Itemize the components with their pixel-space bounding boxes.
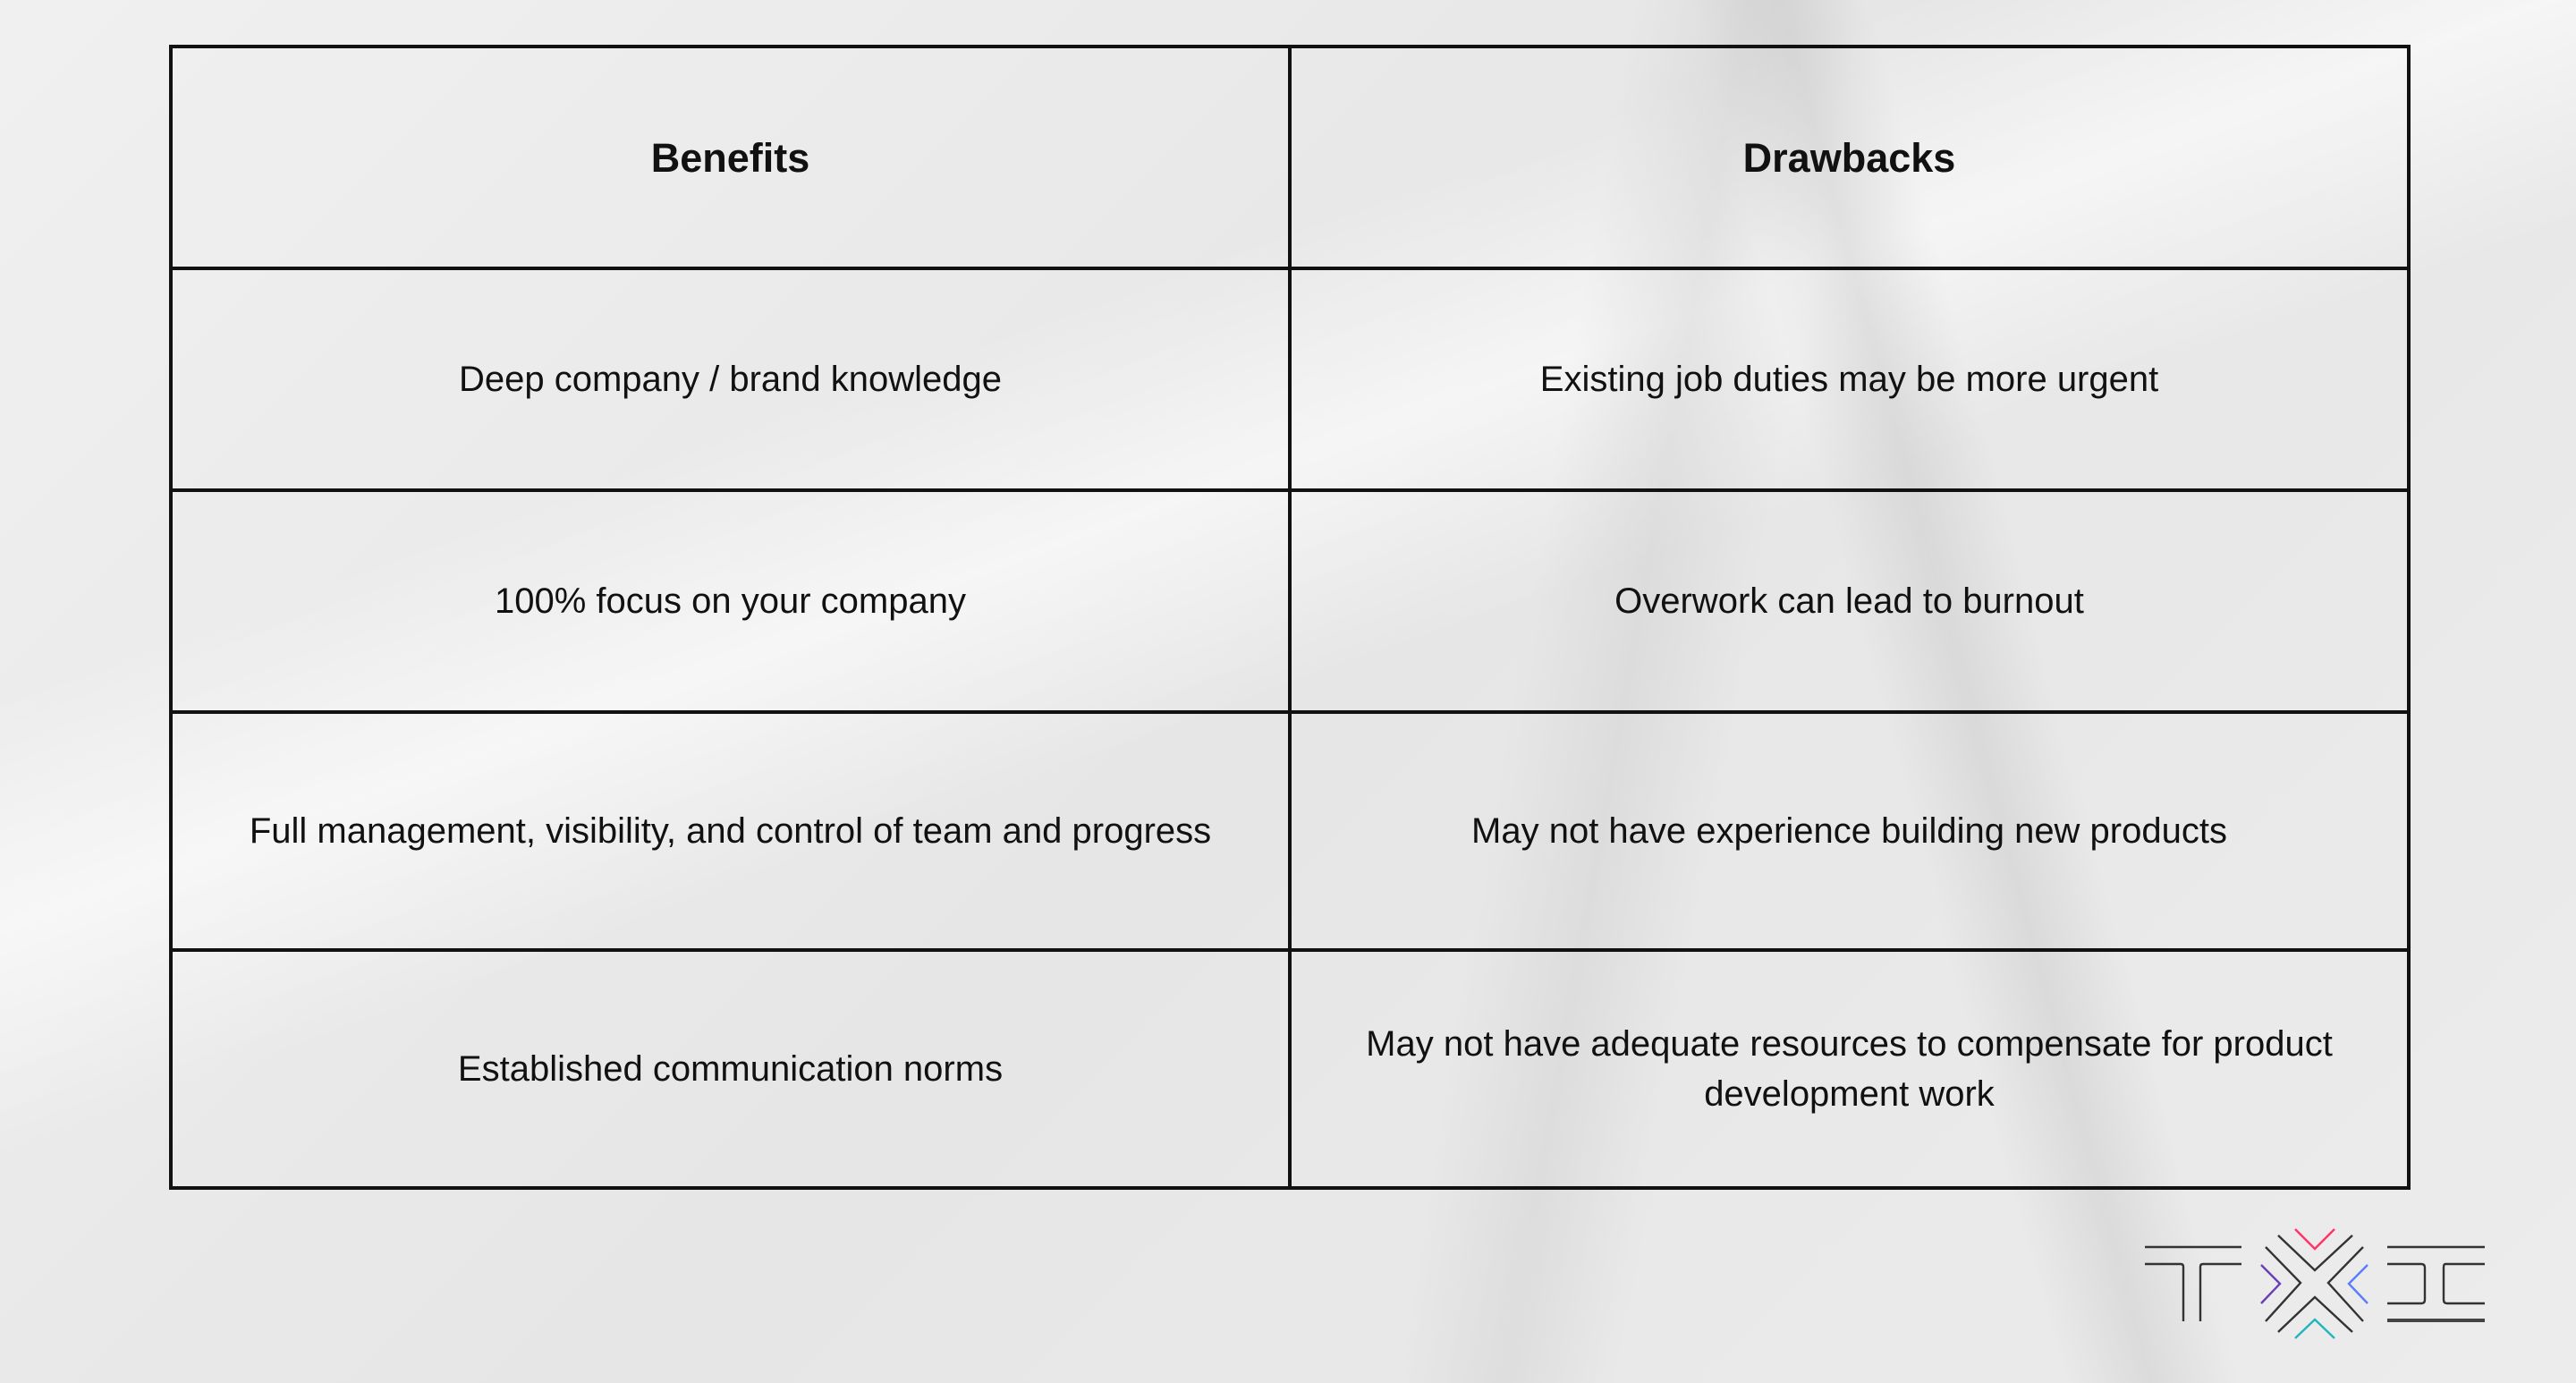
- drawback-cell: May not have adequate resources to compe…: [1288, 948, 2411, 1190]
- benefit-cell: Full management, visibility, and control…: [169, 710, 1292, 952]
- header-benefits: Benefits: [169, 45, 1292, 270]
- table-row: Deep company / brand knowledge Existing …: [169, 267, 2411, 492]
- benefit-cell: Deep company / brand knowledge: [169, 267, 1292, 492]
- table-row: 100% focus on your company Overwork can …: [169, 488, 2411, 714]
- benefit-cell: 100% focus on your company: [169, 488, 1292, 714]
- benefit-cell: Established communication norms: [169, 948, 1292, 1190]
- txc-logo: [2145, 1228, 2485, 1339]
- table-row: Full management, visibility, and control…: [169, 710, 2411, 952]
- drawback-cell: Existing job duties may be more urgent: [1288, 267, 2411, 492]
- table-row: Established communication norms May not …: [169, 948, 2411, 1190]
- header-drawbacks: Drawbacks: [1288, 45, 2411, 270]
- drawback-cell: Overwork can lead to burnout: [1288, 488, 2411, 714]
- drawback-cell: May not have experience building new pro…: [1288, 710, 2411, 952]
- comparison-table: Benefits Drawbacks Deep company / brand …: [169, 45, 2411, 1190]
